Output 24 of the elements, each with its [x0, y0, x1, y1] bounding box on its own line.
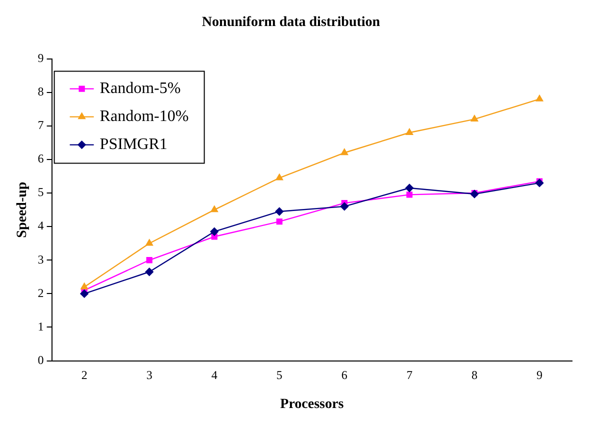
x-axis-title: Processors [280, 397, 344, 412]
x-tick-label: 5 [276, 368, 282, 382]
y-tick-label: 1 [38, 319, 44, 334]
x-tick-label: 9 [536, 368, 542, 382]
legend-label: PSIMGR1 [100, 136, 168, 154]
legend-label: Random-5% [100, 80, 181, 98]
y-tick-label: 4 [38, 218, 44, 233]
y-tick-label: 3 [38, 252, 44, 266]
y-tick-label: 0 [38, 352, 44, 367]
x-tick-label: 2 [81, 368, 88, 382]
y-tick-label: 8 [38, 84, 44, 99]
chart-title: Nonuniform data distribution [202, 15, 380, 30]
y-tick-label: 9 [38, 50, 44, 65]
x-tick-label: 8 [471, 368, 478, 382]
legend-label: Random-10% [100, 108, 189, 126]
x-tick-label: 4 [211, 368, 218, 382]
y-tick-label: 7 [38, 118, 44, 132]
y-axis-title: Speed-up [15, 182, 30, 238]
y-tick-label: 5 [38, 185, 44, 200]
x-tick-label: 6 [341, 368, 348, 382]
x-tick-label: 7 [406, 368, 412, 382]
y-tick-label: 2 [38, 286, 44, 300]
x-tick-label: 3 [146, 368, 152, 382]
y-tick-label: 6 [38, 152, 44, 166]
